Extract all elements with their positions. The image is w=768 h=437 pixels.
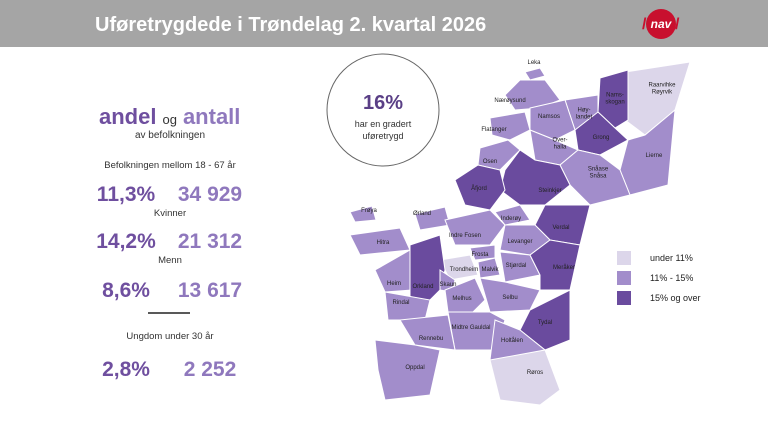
municipality-label: Snåsa <box>589 173 607 180</box>
legend-label: 11% - 15% <box>650 273 693 283</box>
municipality-label: Flatanger <box>481 127 506 133</box>
group-label: Kvinner <box>154 208 186 219</box>
municipality-label: Høy- <box>578 108 591 114</box>
municipality-label: Selbu <box>502 295 517 301</box>
municipality-label: Verdal <box>552 225 569 231</box>
municipality <box>374 339 441 401</box>
municipality-label: Frosta <box>471 252 489 258</box>
callout-text: har en gradert <box>355 119 412 129</box>
municipality-label: Over- <box>553 138 568 144</box>
municipality-label: Heim <box>387 281 401 287</box>
municipality-label: Grong <box>593 135 610 141</box>
count: 21 312 <box>178 230 242 253</box>
heading: andel og antall <box>99 104 240 129</box>
municipality-label: Melhus <box>452 296 471 302</box>
municipality-label: Trondheim <box>450 267 478 273</box>
municipality-label: Åfjord <box>471 185 487 192</box>
title: Uføretrygdede i Trøndelag 2. kvartal 202… <box>95 14 486 36</box>
municipality-label: Hitra <box>377 240 390 246</box>
share: 14,2% <box>96 230 156 253</box>
municipality-label: Meråker <box>553 264 575 271</box>
municipality <box>494 204 531 226</box>
count: 13 617 <box>178 279 242 302</box>
municipality-label: Røros <box>527 370 543 376</box>
municipality-label: Ørland <box>413 211 431 217</box>
municipality-label: Holtålen <box>501 337 523 344</box>
municipality-label: Snåase <box>588 166 609 173</box>
share: 8,6% <box>102 279 150 302</box>
group-label: Menn <box>158 255 182 266</box>
count: 2 252 <box>184 358 237 381</box>
municipality-label: skogan <box>605 100 624 106</box>
municipality-label: Levanger <box>507 239 532 245</box>
municipality <box>477 257 501 279</box>
legend-swatch <box>617 291 631 305</box>
municipality-label: Midtre Gauldal <box>451 325 490 331</box>
municipality-label: Tydal <box>538 320 552 326</box>
callout-value: 16% <box>363 92 403 114</box>
logo-slash: / <box>642 16 647 33</box>
callout-text: uføretrygd <box>362 131 403 141</box>
municipality-label: landet <box>576 115 593 121</box>
group-label: Befolkningen mellom 18 - 67 år <box>104 160 236 171</box>
municipality <box>399 314 456 351</box>
callout-circle <box>326 53 440 167</box>
group-label: Ungdom under 30 år <box>126 331 213 342</box>
municipality-label: Steinkjer <box>538 188 561 194</box>
municipality <box>444 209 506 246</box>
municipality-label: Frøya <box>361 208 377 214</box>
municipality <box>479 277 541 313</box>
share: 2,8% <box>102 358 150 381</box>
municipality <box>349 205 377 223</box>
legend-swatch <box>617 251 631 265</box>
logo-slash: / <box>675 16 680 33</box>
map <box>349 61 691 406</box>
logo-circle <box>646 9 676 39</box>
municipality <box>454 164 506 211</box>
municipality-label: Nams- <box>606 93 624 99</box>
subheading: av befolkningen <box>135 130 205 141</box>
count: 34 929 <box>178 183 242 206</box>
municipality-label: Osen <box>483 159 497 165</box>
municipality-label: Røyrvik <box>652 90 673 96</box>
municipality-label: Namsos <box>538 114 560 120</box>
municipality-label: Orkland <box>412 284 433 290</box>
legend-swatch <box>617 271 631 285</box>
header-bar <box>0 0 768 47</box>
municipality-label: Skaun <box>439 282 456 288</box>
municipality-label: Oppdal <box>405 365 424 371</box>
municipality-label: Raarvihke <box>648 83 676 89</box>
municipality-label: Malvik <box>481 267 499 273</box>
municipality-label: Inderøy <box>501 216 521 222</box>
municipality <box>519 289 571 351</box>
municipality <box>477 139 521 171</box>
municipality-label: Leka <box>527 60 541 66</box>
municipality-label: halla <box>554 145 567 151</box>
municipality-label: Indre Fosen <box>449 233 481 239</box>
legend-label: 15% og over <box>650 293 701 303</box>
municipality <box>439 254 479 281</box>
municipality-label: Rindal <box>392 300 409 306</box>
share: 11,3% <box>97 183 156 206</box>
municipality-label: Nærøysund <box>494 98 525 104</box>
municipality <box>489 111 531 141</box>
legend-label: under 11% <box>650 253 693 263</box>
municipality-label: Stjørdal <box>506 263 527 269</box>
municipality <box>444 277 486 316</box>
municipality <box>524 67 546 81</box>
logo: nav <box>651 17 673 31</box>
municipality-label: Rennebu <box>419 336 443 342</box>
municipality <box>529 99 576 141</box>
municipality-label: Lierne <box>646 153 663 159</box>
municipality <box>489 349 561 406</box>
